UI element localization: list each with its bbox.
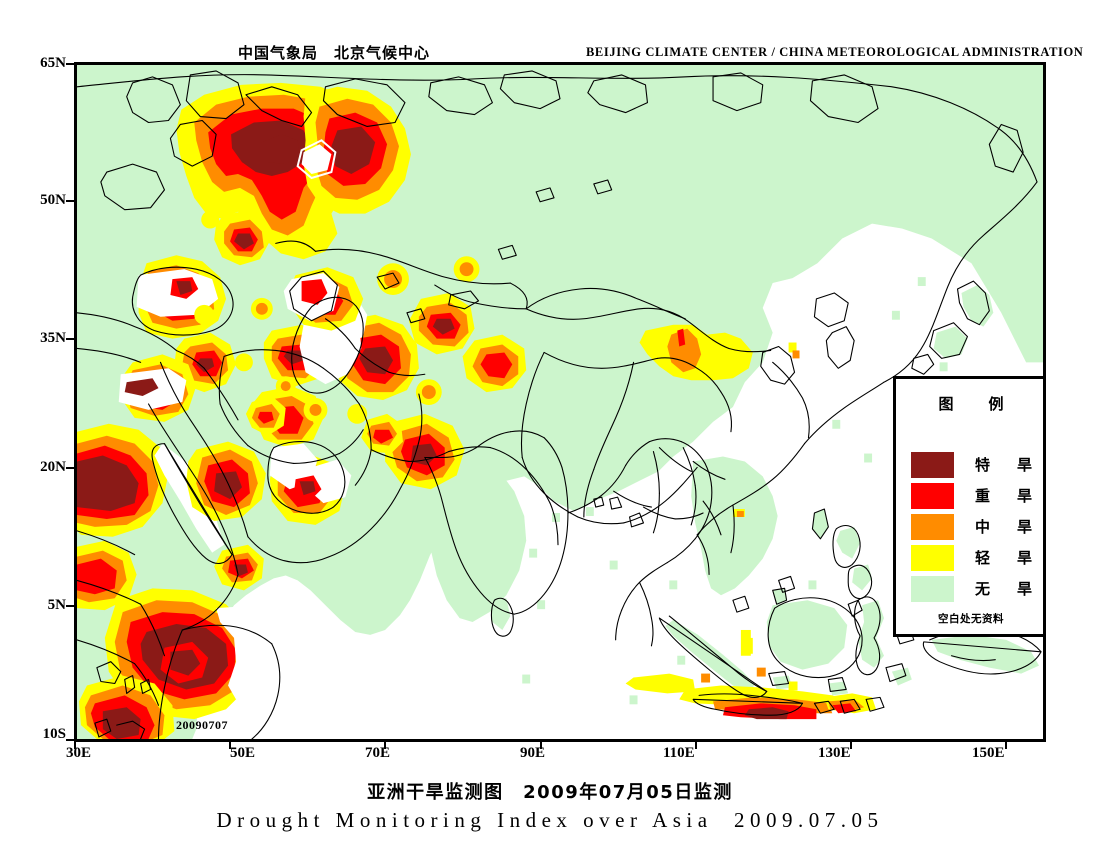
agency-name-english: BEIJING CLIMATE CENTER / CHINA METEOROLO… — [586, 45, 1084, 59]
y-tick-35n — [66, 338, 74, 340]
legend-item-severe: 重 旱 — [910, 480, 1038, 511]
production-datestamp: 20090707 — [176, 718, 228, 732]
y-tick-10s — [66, 739, 74, 741]
x-tick-90e — [540, 742, 542, 749]
coastlines — [77, 70, 1042, 739]
drought-region-north-china — [639, 324, 753, 381]
legend-item-moderate: 中 旱 — [910, 511, 1038, 542]
legend-item-none: 无 旱 — [910, 573, 1038, 604]
legend-swatch-moderate — [910, 512, 955, 541]
x-tick-label-30e: 30E — [66, 745, 92, 761]
drought-region-arabia-interior — [186, 441, 266, 521]
legend-swatch-light — [910, 543, 955, 572]
map-plot-area: 图 例 特 旱 重 旱 中 旱 轻 旱 — [74, 62, 1046, 742]
y-tick-65n — [66, 63, 74, 65]
legend-item-light: 轻 旱 — [910, 542, 1038, 573]
figure-title-chinese: 亚洲干旱监测图 2009年07月05日监测 — [367, 782, 733, 803]
x-tick-70e — [384, 742, 386, 749]
asia-drought-map — [77, 65, 1043, 739]
legend-note: 空白处无资料 — [938, 613, 1004, 625]
drought-region-caspian-north — [214, 209, 270, 266]
y-tick-50n — [66, 200, 74, 202]
legend-swatch-severe — [910, 481, 955, 510]
x-tick-110e — [695, 742, 697, 749]
drought-region-minor-dots — [194, 210, 480, 424]
legend-swatch-none — [910, 574, 955, 603]
drought-region-java — [625, 673, 696, 694]
y-tick-label-65n: 65N — [40, 55, 66, 71]
drought-region-east-turkey — [118, 354, 197, 422]
drought-region-sudan — [77, 540, 137, 611]
y-tick-label-5n: 5N — [47, 597, 66, 613]
x-tick-label-50e: 50E — [230, 745, 256, 761]
y-tick-label-35n: 35N — [40, 330, 66, 346]
x-tick-150e — [1005, 742, 1007, 749]
map-legend: 图 例 特 旱 重 旱 中 旱 轻 旱 — [893, 376, 1043, 637]
agency-name-chinese: 中国气象局 北京气候中心 — [238, 44, 431, 62]
x-tick-label-90e: 90E — [520, 745, 546, 761]
drought-region-east-africa-south — [78, 675, 175, 739]
drought-region-ural — [296, 86, 411, 214]
legend-label-light: 轻 旱 — [974, 549, 1038, 567]
x-tick-label-110e: 110E — [663, 745, 695, 761]
legend-item-extreme: 特 旱 — [910, 449, 1038, 480]
drought-region-kazakhstan — [408, 292, 475, 355]
drought-region-lesser-sunda — [673, 629, 877, 720]
figure-title-english: Drought Monitoring Index over Asia 2009.… — [216, 808, 884, 832]
y-tick-label-20n: 20N — [40, 459, 66, 475]
y-tick-label-50n: 50N — [40, 192, 66, 208]
y-tick-5n — [66, 605, 74, 607]
drought-region-xinjiang — [462, 334, 527, 393]
legend-label-none: 无 旱 — [974, 580, 1038, 598]
legend-swatch-extreme — [910, 450, 955, 479]
x-tick-30e — [74, 742, 76, 749]
y-axis: 65N 50N 35N 20N 5N 10S — [0, 0, 66, 850]
drought-region-gulf-small — [245, 396, 286, 436]
legend-label-severe: 重 旱 — [974, 487, 1038, 505]
x-tick-130e — [850, 742, 852, 749]
x-tick-label-70e: 70E — [365, 745, 391, 761]
x-tick-label-130e: 130E — [818, 745, 851, 761]
legend-title: 图 例 — [938, 395, 1014, 413]
x-tick-50e — [229, 742, 231, 749]
drought-region-indus-coast — [361, 413, 403, 454]
legend-items: 特 旱 重 旱 中 旱 轻 旱 无 旱 — [910, 449, 1038, 604]
legend-label-moderate: 中 旱 — [974, 518, 1038, 536]
legend-label-extreme: 特 旱 — [974, 456, 1038, 474]
drought-region-arabia-west — [77, 423, 225, 553]
y-tick-20n — [66, 467, 74, 469]
y-tick-label-10s: 10S — [42, 726, 66, 742]
x-tick-label-150e: 150E — [972, 745, 1005, 761]
